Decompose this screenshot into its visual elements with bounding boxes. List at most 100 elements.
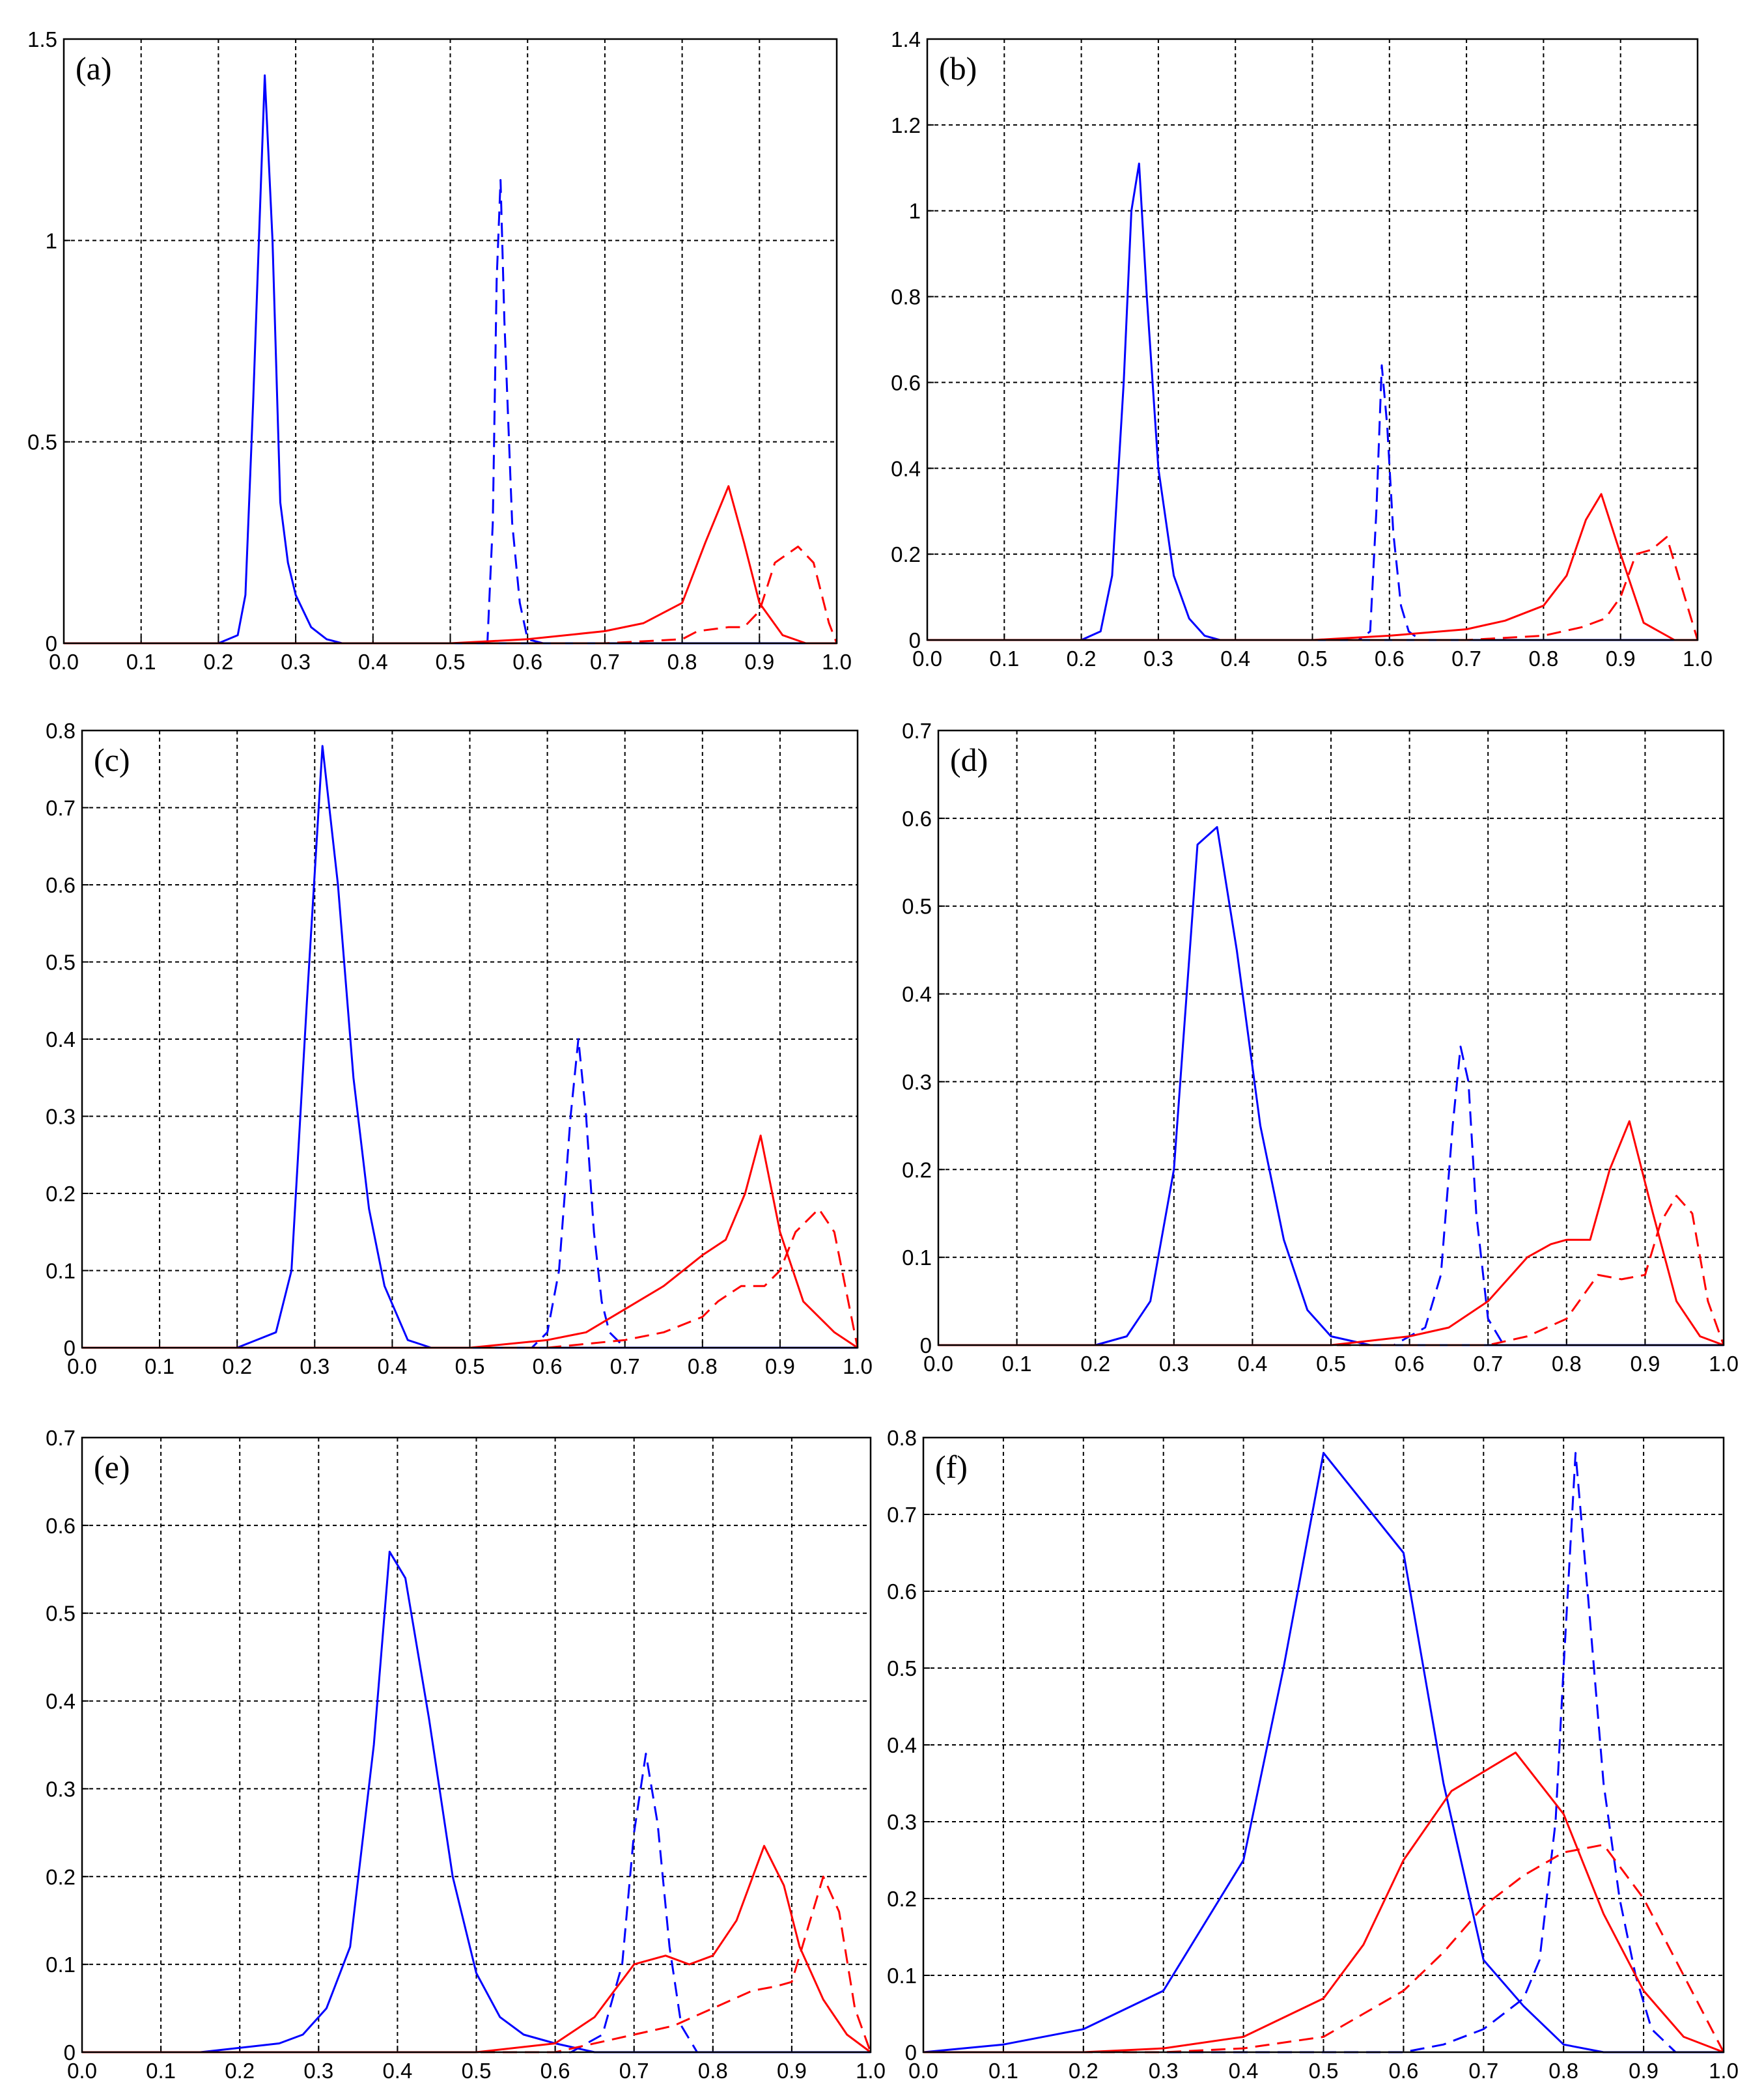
x-tick-label: 0.9 xyxy=(1606,647,1636,671)
x-tick-label: 0.4 xyxy=(1220,647,1250,671)
chart-panel-a: 0.0 0.1 0.2 0.3 0.4 0.5 0.6 0.7 0.8 0.9 1.0 0 0.5 1 1.… xyxy=(27,27,852,674)
x-tick-label: 0.9 xyxy=(744,650,774,674)
x-tick-label: 0.7 xyxy=(1468,2059,1498,2083)
y-tick-label: 0.6 xyxy=(46,1514,76,1538)
x-tick-label: 1.0 xyxy=(843,1354,873,1378)
y-tick-label: 0.5 xyxy=(902,895,932,919)
x-tick-label: 0.0 xyxy=(49,650,79,674)
x-tick-label: 0.7 xyxy=(1473,1352,1503,1376)
chart-panel-e: 0.0 0.1 0.2 0.3 0.4 0.5 0.6 0.7 0.8 0.9 1.0 0 0.1 0.2… xyxy=(46,1426,886,2083)
series-line-red-solid xyxy=(82,1844,871,2053)
y-tick-label: 0.4 xyxy=(902,982,932,1007)
y-tick-label: 0.8 xyxy=(891,285,921,309)
y-tick-label: 1.4 xyxy=(891,27,921,51)
y-tick-label: 0 xyxy=(920,1333,932,1357)
series-line-blue-dashed xyxy=(82,1753,871,2053)
x-tick-label: 0.0 xyxy=(908,2059,938,2083)
x-tick-label: 0.9 xyxy=(1629,2059,1659,2083)
x-tick-label: 0.1 xyxy=(126,650,156,674)
y-tick-label: 1 xyxy=(46,229,57,253)
x-tick-label: 0.0 xyxy=(67,2059,97,2083)
x-tick-label: 0.0 xyxy=(67,1354,97,1378)
chart-panel-b: 0.0 0.1 0.2 0.3 0.4 0.5 0.6 0.7 0.8 0.9 1.0 0 0.2 0.4… xyxy=(891,27,1713,671)
x-tick-label: 0.6 xyxy=(540,2059,570,2083)
x-tick-label: 0.9 xyxy=(777,2059,807,2083)
x-tick-label: 0.5 xyxy=(1316,1352,1346,1376)
x-tick-label: 1.0 xyxy=(856,2059,886,2083)
panel-label: (d) xyxy=(950,742,988,778)
series-line-red-dashed xyxy=(64,546,838,645)
series-line-red-solid xyxy=(923,1751,1724,2053)
y-tick-label: 0.4 xyxy=(887,1733,917,1757)
x-tick-label: 0.2 xyxy=(1080,1352,1110,1376)
series-line-blue-dashed xyxy=(923,1452,1724,2053)
series-line-red-solid xyxy=(64,485,837,645)
x-tick-label: 0.8 xyxy=(1548,2059,1578,2083)
y-tick-label: 0.4 xyxy=(46,1027,76,1051)
x-tick-label: 0.5 xyxy=(1309,2059,1339,2083)
y-tick-label: 0.7 xyxy=(887,1503,917,1527)
y-tick-label: 0 xyxy=(46,632,57,656)
x-tick-label: 0.2 xyxy=(222,1354,252,1378)
y-tick-label: 0.5 xyxy=(887,1656,917,1680)
x-tick-label: 0.1 xyxy=(989,647,1019,671)
x-tick-label: 0.1 xyxy=(146,2059,176,2083)
y-tick-label: 0.3 xyxy=(46,1105,76,1129)
x-tick-label: 0.1 xyxy=(1002,1352,1032,1376)
series-line-red-dashed xyxy=(927,536,1699,641)
series-line-blue-solid xyxy=(82,745,858,1349)
y-tick-label: 0 xyxy=(64,2040,76,2065)
x-tick-label: 0.3 xyxy=(1159,1352,1189,1376)
series-line-red-dashed xyxy=(938,1195,1725,1346)
y-tick-label: 0.1 xyxy=(887,1964,917,1988)
series-line-red-solid xyxy=(82,1134,858,1349)
y-tick-label: 0.4 xyxy=(46,1690,76,1714)
y-tick-label: 0.1 xyxy=(46,1953,76,1977)
y-tick-label: 0.5 xyxy=(46,951,76,975)
y-tick-label: 0.6 xyxy=(902,807,932,831)
y-tick-label: 0.1 xyxy=(46,1259,76,1283)
x-tick-label: 0.6 xyxy=(512,650,542,674)
x-tick-label: 0.4 xyxy=(1229,2059,1259,2083)
y-tick-label: 0.3 xyxy=(46,1777,76,1801)
y-tick-label: 1.5 xyxy=(27,27,57,51)
series-line-red-solid xyxy=(927,493,1698,641)
x-tick-label: 0.8 xyxy=(1528,647,1558,671)
x-tick-label: 0.7 xyxy=(590,650,620,674)
x-tick-label: 0.5 xyxy=(1298,647,1328,671)
x-tick-label: 0.2 xyxy=(225,2059,255,2083)
y-tick-label: 0.1 xyxy=(902,1246,932,1270)
y-tick-label: 0.8 xyxy=(887,1426,917,1450)
y-tick-label: 1.2 xyxy=(891,113,921,137)
chart-panel-f: 0.0 0.1 0.2 0.3 0.4 0.5 0.6 0.7 0.8 0.9 1.0 0 0.1 0.2… xyxy=(887,1426,1739,2083)
x-tick-label: 0.6 xyxy=(533,1354,563,1378)
series-line-blue-solid xyxy=(927,162,1698,641)
x-tick-label: 0.7 xyxy=(610,1354,640,1378)
x-tick-label: 0.2 xyxy=(1069,2059,1099,2083)
x-tick-label: 0.9 xyxy=(765,1354,795,1378)
y-tick-label: 0.6 xyxy=(887,1580,917,1604)
y-tick-label: 0.3 xyxy=(902,1070,932,1094)
series-line-blue-solid xyxy=(82,1550,871,2053)
x-tick-label: 0.6 xyxy=(1395,1352,1425,1376)
x-tick-label: 0.5 xyxy=(436,650,466,674)
chart-panel-d: 0.0 0.1 0.2 0.3 0.4 0.5 0.6 0.7 0.8 0.9 1.0 0 0.1 0.2… xyxy=(902,719,1739,1376)
x-tick-label: 0.3 xyxy=(300,1354,329,1378)
x-tick-label: 0.7 xyxy=(1451,647,1481,671)
x-tick-label: 0.3 xyxy=(281,650,311,674)
x-tick-label: 0.8 xyxy=(688,1354,718,1378)
x-tick-label: 0.0 xyxy=(923,1352,953,1376)
y-tick-label: 0.2 xyxy=(891,542,921,566)
y-tick-label: 0 xyxy=(64,1336,76,1360)
x-tick-label: 1.0 xyxy=(1709,2059,1739,2083)
series-line-blue-solid xyxy=(938,826,1724,1346)
x-tick-label: 0.6 xyxy=(1375,647,1405,671)
x-tick-label: 0.2 xyxy=(203,650,233,674)
x-tick-label: 0.2 xyxy=(1067,647,1097,671)
x-tick-label: 0.0 xyxy=(912,647,942,671)
y-tick-label: 0.5 xyxy=(46,1602,76,1626)
x-tick-label: 1.0 xyxy=(822,650,852,674)
series-line-red-dashed xyxy=(82,1875,872,2053)
x-tick-label: 0.4 xyxy=(358,650,388,674)
